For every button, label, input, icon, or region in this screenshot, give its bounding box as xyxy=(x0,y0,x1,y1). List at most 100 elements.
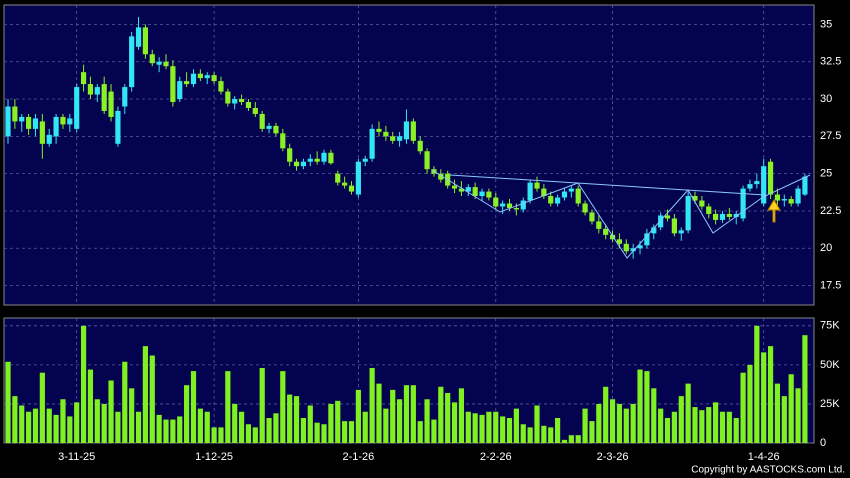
volume-bar xyxy=(664,418,671,443)
volume-bar xyxy=(190,371,197,443)
volume-bar xyxy=(445,393,451,443)
candle-body xyxy=(767,161,774,195)
volume-bar xyxy=(355,389,361,443)
volume-bar xyxy=(19,405,25,443)
candle-body xyxy=(465,187,471,192)
volume-bar xyxy=(692,407,698,443)
marks xyxy=(5,16,808,443)
candle-body xyxy=(232,99,238,104)
volume-bar xyxy=(252,427,258,443)
volume-bar xyxy=(575,435,581,443)
candle-body xyxy=(761,166,767,204)
candle-body xyxy=(376,128,382,132)
candle-body xyxy=(369,128,375,159)
volume-bar xyxy=(60,399,66,443)
candle-body xyxy=(87,84,94,95)
pattern-line xyxy=(431,169,811,259)
volume-bar xyxy=(5,361,11,443)
volume-bar xyxy=(658,408,664,443)
volume-bar xyxy=(410,385,416,443)
volume-bar xyxy=(321,424,327,443)
candle-body xyxy=(472,187,478,197)
volume-bar xyxy=(238,411,245,443)
candle-body xyxy=(678,230,684,234)
volume-bar xyxy=(623,408,629,443)
candle-body xyxy=(129,36,135,88)
x-tick-label: 2-2-26 xyxy=(480,451,512,463)
volume-bar xyxy=(53,414,59,443)
candle-body xyxy=(555,197,561,204)
candle-body xyxy=(273,125,279,134)
candle-body xyxy=(252,107,258,114)
y-tick-label: 75K xyxy=(820,320,840,332)
candle-body xyxy=(348,185,355,192)
candle-body xyxy=(713,213,719,220)
volume-bar xyxy=(300,418,307,443)
volume-bar xyxy=(424,399,430,443)
volume-bar xyxy=(122,361,128,443)
candle-body xyxy=(747,184,753,189)
volume-bar xyxy=(651,388,657,443)
volume-bar xyxy=(245,424,252,443)
volume-bar xyxy=(802,335,808,443)
candle-body xyxy=(417,140,423,152)
y-tick-label: 17.5 xyxy=(820,280,841,292)
volume-bar xyxy=(314,422,320,443)
candle-body xyxy=(616,239,623,244)
candle-body xyxy=(651,227,657,234)
candle-body xyxy=(740,188,746,219)
candle-body xyxy=(410,121,416,141)
volume-bar xyxy=(774,383,781,443)
copyright: Copyright by AASTOCKS.com Ltd. xyxy=(691,465,845,476)
candle-body xyxy=(211,75,217,82)
candle-body xyxy=(170,66,176,103)
candle-body xyxy=(32,118,39,129)
x-tick-label: 2-1-26 xyxy=(342,451,374,463)
candle-body xyxy=(266,125,272,129)
y-tick-label: 25 xyxy=(820,168,832,180)
y-tick-label: 50K xyxy=(820,359,840,371)
volume-bar xyxy=(726,411,732,443)
y-tick-label: 20 xyxy=(820,242,832,254)
candle-body xyxy=(582,203,588,213)
candle-body xyxy=(46,134,52,144)
volume-bar xyxy=(417,421,423,443)
volume-bar xyxy=(273,413,279,443)
candle-body xyxy=(788,199,794,204)
volume-bar xyxy=(603,386,609,443)
volume-bar xyxy=(232,403,238,443)
volume-bar xyxy=(616,403,623,443)
volume-bar xyxy=(795,388,801,443)
volume-bar xyxy=(637,369,643,443)
candle-body xyxy=(218,81,224,92)
volume-bar xyxy=(383,408,389,443)
volume-bar xyxy=(754,325,760,443)
volume-bar xyxy=(451,402,458,443)
candle-body xyxy=(506,203,513,208)
candle-body xyxy=(520,200,526,210)
candle-body xyxy=(623,243,629,252)
volume-bar xyxy=(369,368,375,443)
candle-body xyxy=(74,87,80,129)
volume-bar xyxy=(184,385,190,443)
y-tick-label: 27.5 xyxy=(820,130,841,142)
volume-bar xyxy=(211,427,217,443)
candle-body xyxy=(692,196,698,201)
volume-bar xyxy=(479,414,485,443)
candle-body xyxy=(726,213,732,217)
volume-bar xyxy=(472,413,478,443)
volume-bar xyxy=(644,371,650,443)
volume-bar xyxy=(788,374,794,443)
volume-bar xyxy=(713,402,719,443)
volume-bar xyxy=(493,411,499,443)
volume-bar xyxy=(74,402,80,443)
candle-body xyxy=(314,158,320,162)
volume-bar xyxy=(80,325,87,443)
candle-body xyxy=(493,197,499,207)
candle-body xyxy=(500,203,506,207)
volume-bar xyxy=(561,439,568,443)
candle-body xyxy=(67,118,73,125)
candle-body xyxy=(12,106,18,122)
volume-bar xyxy=(582,408,588,443)
y-tick-label: 30 xyxy=(820,93,832,105)
